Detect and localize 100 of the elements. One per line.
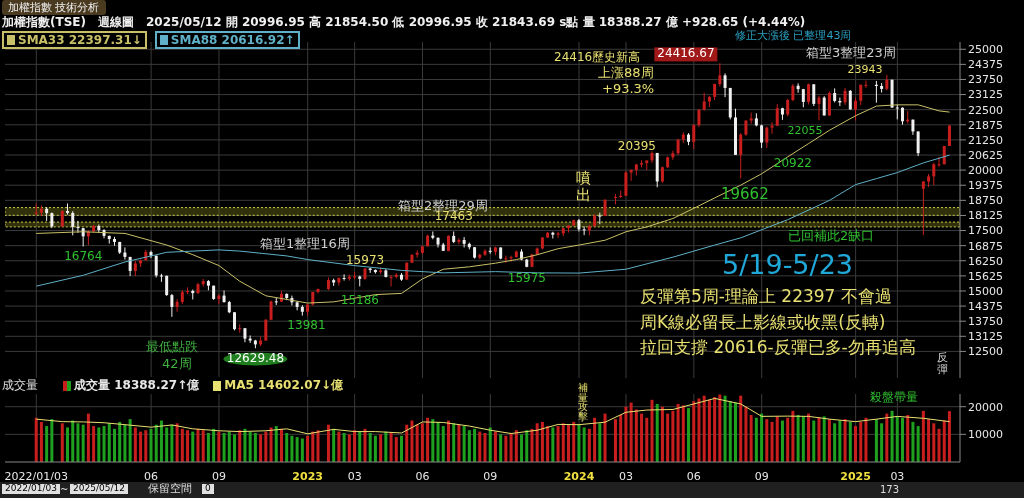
annotation: 23943 <box>847 62 883 76</box>
bar <box>749 415 753 462</box>
bar <box>535 423 539 462</box>
text: 0 <box>202 483 214 494</box>
x-tick-label: 03 <box>347 470 362 483</box>
candlestick <box>457 237 461 245</box>
candlestick <box>222 289 226 304</box>
bar <box>144 430 148 462</box>
candlestick <box>723 72 727 98</box>
bar <box>582 427 586 462</box>
bar <box>212 428 216 462</box>
annotation: 已回補此2缺口 <box>788 228 875 244</box>
bar <box>666 413 670 462</box>
bar <box>326 424 330 462</box>
text: 2025/05/12 <box>70 483 128 494</box>
annotation: 22055 <box>787 124 823 138</box>
bar <box>540 421 544 462</box>
bar <box>885 413 889 462</box>
annotation: 15975 <box>507 271 546 286</box>
bar <box>139 431 143 462</box>
bar <box>921 410 925 462</box>
annotation: 19662 <box>720 185 769 204</box>
bar <box>744 406 748 462</box>
bar <box>890 410 894 462</box>
candlestick <box>692 123 696 150</box>
bar <box>854 426 858 462</box>
bar <box>337 431 341 462</box>
candlestick <box>921 180 925 236</box>
candlestick <box>624 170 628 197</box>
x-tick-label: 2025 <box>840 470 871 483</box>
bar <box>358 431 362 462</box>
bar <box>86 413 90 462</box>
bar <box>906 415 910 462</box>
annotation: 反彈 <box>937 351 948 377</box>
y-tick-label: 13750 <box>968 315 1003 329</box>
x-tick-label: 03 <box>619 470 634 483</box>
text: 修正大漲後 已整理43周 <box>735 29 852 43</box>
y-tick-label: 23125 <box>968 88 1003 102</box>
bar <box>624 406 628 462</box>
bar <box>233 434 237 462</box>
bar <box>279 428 283 462</box>
bar <box>587 428 591 462</box>
bar <box>363 428 367 462</box>
bar <box>342 432 346 462</box>
y-tick-label: 20000 <box>968 400 1003 414</box>
bar <box>39 421 43 462</box>
bar <box>561 423 565 462</box>
candlestick <box>238 323 242 334</box>
bar <box>629 402 633 462</box>
bar <box>206 432 210 462</box>
bar <box>520 434 524 462</box>
y-tick-label: 17500 <box>968 224 1003 238</box>
bar <box>707 399 711 462</box>
candlestick <box>864 80 868 89</box>
bar <box>786 417 790 462</box>
bar <box>457 424 461 462</box>
bar <box>760 413 764 462</box>
annotation: 噴出 <box>576 169 591 204</box>
bar <box>154 424 158 462</box>
y-tick-label: 20625 <box>968 148 1003 162</box>
text: ~ <box>60 484 69 495</box>
bar <box>807 413 811 462</box>
candlestick <box>812 83 816 107</box>
candlestick <box>629 169 633 182</box>
bar <box>389 432 393 462</box>
bar <box>598 423 602 462</box>
bar <box>577 424 581 462</box>
bar <box>300 438 304 462</box>
x-tick-label: 06 <box>415 470 430 483</box>
bar <box>911 421 915 462</box>
bar <box>170 424 174 462</box>
bar <box>645 417 649 462</box>
bar <box>812 420 816 462</box>
y-tick-label: 14375 <box>968 299 1003 313</box>
bar <box>478 431 482 462</box>
bar <box>483 432 487 462</box>
annotation: 13981 <box>287 318 326 333</box>
bar <box>133 427 137 462</box>
bar <box>687 408 691 462</box>
annotation: 周K線必留長上影線或收黑(反轉) <box>640 312 886 332</box>
bar <box>660 406 664 462</box>
bar <box>827 419 831 462</box>
bar <box>295 437 299 462</box>
annotation: 12629.48 <box>223 351 288 366</box>
bar <box>551 427 555 462</box>
y-tick-label: 15000 <box>968 284 1003 298</box>
candlestick <box>765 126 769 149</box>
bar <box>765 419 769 462</box>
candlestick <box>34 202 38 216</box>
bar <box>546 426 550 462</box>
bar <box>493 431 497 462</box>
bar <box>775 416 779 462</box>
bar <box>556 426 560 462</box>
y-tick-label: 19375 <box>968 179 1003 193</box>
bar <box>66 427 70 462</box>
candlestick <box>123 246 127 261</box>
x-tick-label: 06 <box>686 470 701 483</box>
bar <box>603 413 607 462</box>
bar <box>791 410 795 462</box>
x-tick-label: 2024 <box>563 470 595 483</box>
